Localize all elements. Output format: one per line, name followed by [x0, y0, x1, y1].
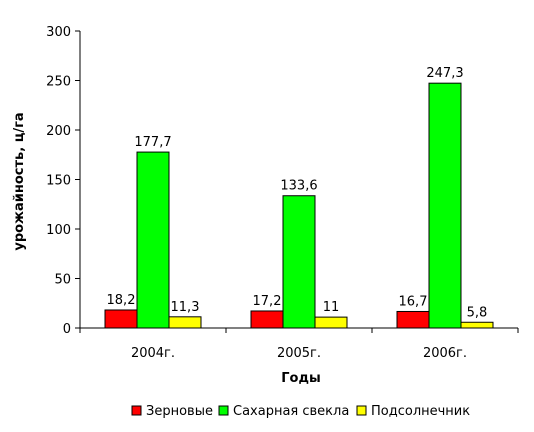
x-tick-label: 2005г.: [277, 346, 321, 361]
y-axis-ticks: 0 50 100 150 200 250 300: [46, 25, 80, 337]
legend-label: Зерновые: [146, 404, 213, 419]
y-tick-label: 250: [46, 75, 71, 90]
bar: [250, 310, 284, 329]
legend-swatch: [356, 405, 367, 416]
data-label: 5,8: [467, 305, 488, 320]
data-label: 11,3: [171, 300, 200, 315]
y-axis-title: урожайность, ц/га: [12, 112, 27, 250]
data-label: 17,2: [253, 294, 282, 309]
legend-label: Подсолнечник: [371, 404, 470, 419]
bar: [396, 310, 430, 329]
y-tick-label: 50: [54, 273, 71, 288]
data-label: 177,7: [134, 135, 171, 150]
y-tick-label: 200: [46, 124, 71, 139]
y-tick-label: 100: [46, 223, 71, 238]
legend-swatch: [218, 405, 229, 416]
bar: [136, 151, 170, 329]
bar: [460, 321, 494, 329]
data-label: 247,3: [426, 66, 463, 81]
x-tick-label: 2004г.: [131, 346, 175, 361]
x-axis-ticks: 2004г. 2005г. 2006г.: [79, 328, 519, 361]
y-tick-label: 150: [46, 174, 71, 189]
bar: [314, 316, 348, 329]
data-labels: 18,2 177,7 11,3 17,2 133,6 11 16,7 247,3 5,8: [107, 66, 488, 320]
data-label: 16,7: [399, 294, 428, 309]
data-label: 18,2: [107, 293, 136, 308]
data-label: 11: [323, 300, 340, 315]
y-tick-label: 0: [63, 322, 71, 337]
y-tick-label: 300: [46, 25, 71, 40]
x-tick-label: 2006г.: [423, 346, 467, 361]
bar: [282, 195, 316, 329]
legend-swatch: [131, 405, 142, 416]
bar: [104, 309, 138, 329]
bar: [168, 316, 202, 329]
data-label: 133,6: [280, 179, 317, 194]
bar: [428, 82, 462, 329]
legend-label: Сахарная свекла: [233, 404, 349, 419]
legend: Зерновые Сахарная свекла Подсолнечник: [131, 404, 470, 419]
x-axis-title: Годы: [281, 371, 320, 386]
bars: [104, 82, 494, 329]
